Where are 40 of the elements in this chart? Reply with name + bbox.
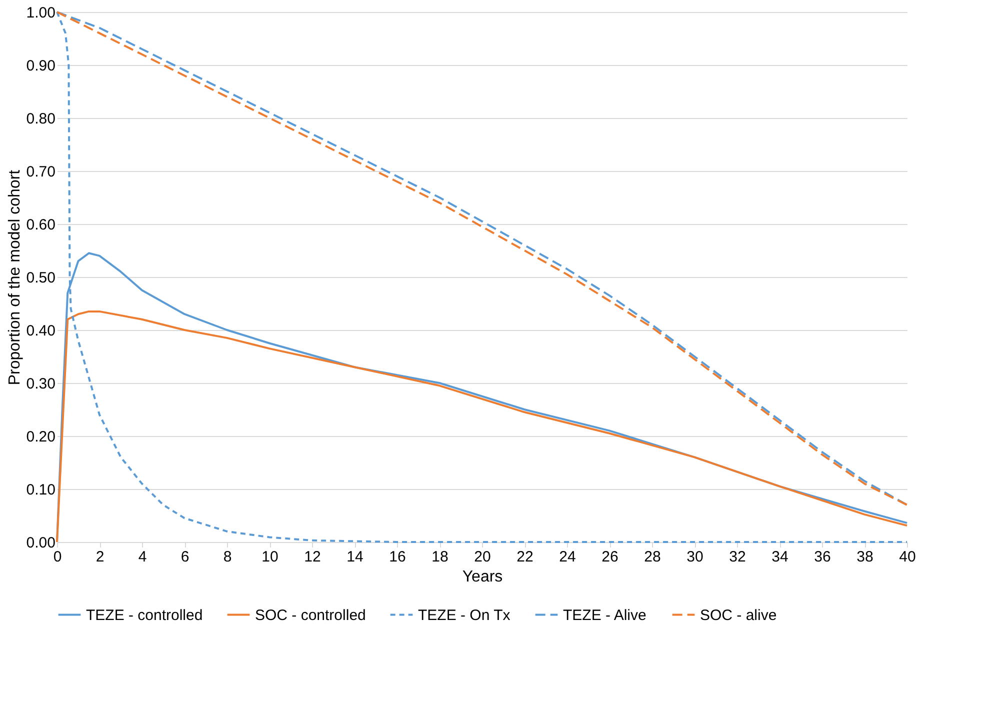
legend-label: SOC - controlled — [255, 606, 366, 624]
y-tick-label: 0.40 — [26, 322, 56, 340]
y-axis-title: Proportion of the model cohort — [6, 169, 24, 386]
x-tick-label: 20 — [474, 548, 491, 566]
line-series — [56, 310, 908, 543]
legend-label: SOC - alive — [700, 606, 777, 624]
x-tick-label: 14 — [346, 548, 364, 566]
legend-label: TEZE - On Tx — [418, 606, 511, 624]
x-tick-label: 0 — [53, 548, 62, 566]
y-tick-label: 0.10 — [26, 482, 56, 498]
x-tick-label: 10 — [262, 548, 278, 566]
x-tick-label: 18 — [432, 548, 448, 566]
legend-label: TEZE - Alive — [563, 606, 646, 624]
x-tick-label: 36 — [814, 548, 831, 566]
y-tick-label: 0.30 — [26, 376, 56, 392]
x-tick-label: 32 — [729, 548, 746, 566]
y-tick-label: 0.20 — [26, 428, 56, 446]
x-tick-label: 38 — [856, 548, 874, 566]
x-tick-label: 6 — [180, 548, 190, 566]
x-tick-label: 34 — [772, 548, 788, 566]
y-tick-label: 0.90 — [26, 58, 56, 74]
x-tick-label: 30 — [686, 548, 704, 566]
x-tick-label: 28 — [644, 548, 661, 566]
y-tick-label: 0.70 — [26, 164, 56, 180]
x-tick-label: 22 — [516, 548, 534, 566]
y-tick-label: 0.80 — [26, 110, 56, 128]
x-tick-label: 2 — [96, 548, 104, 566]
x-tick-label: 12 — [304, 548, 321, 566]
x-tick-label: 40 — [899, 548, 916, 566]
x-tick-label: 16 — [389, 548, 406, 566]
x-tick-label: 24 — [559, 548, 576, 566]
y-tick-label: 1.00 — [26, 4, 56, 22]
x-tick-label: 4 — [138, 548, 147, 566]
legend-label: TEZE - controlled — [86, 606, 203, 624]
y-tick-label: 0.60 — [26, 216, 56, 234]
x-axis-title: Years — [462, 568, 503, 586]
y-tick-label: 0.50 — [26, 270, 56, 286]
y-tick-label: 0.00 — [26, 534, 56, 552]
x-tick-label: 26 — [602, 548, 618, 566]
x-tick-label: 8 — [223, 548, 232, 566]
